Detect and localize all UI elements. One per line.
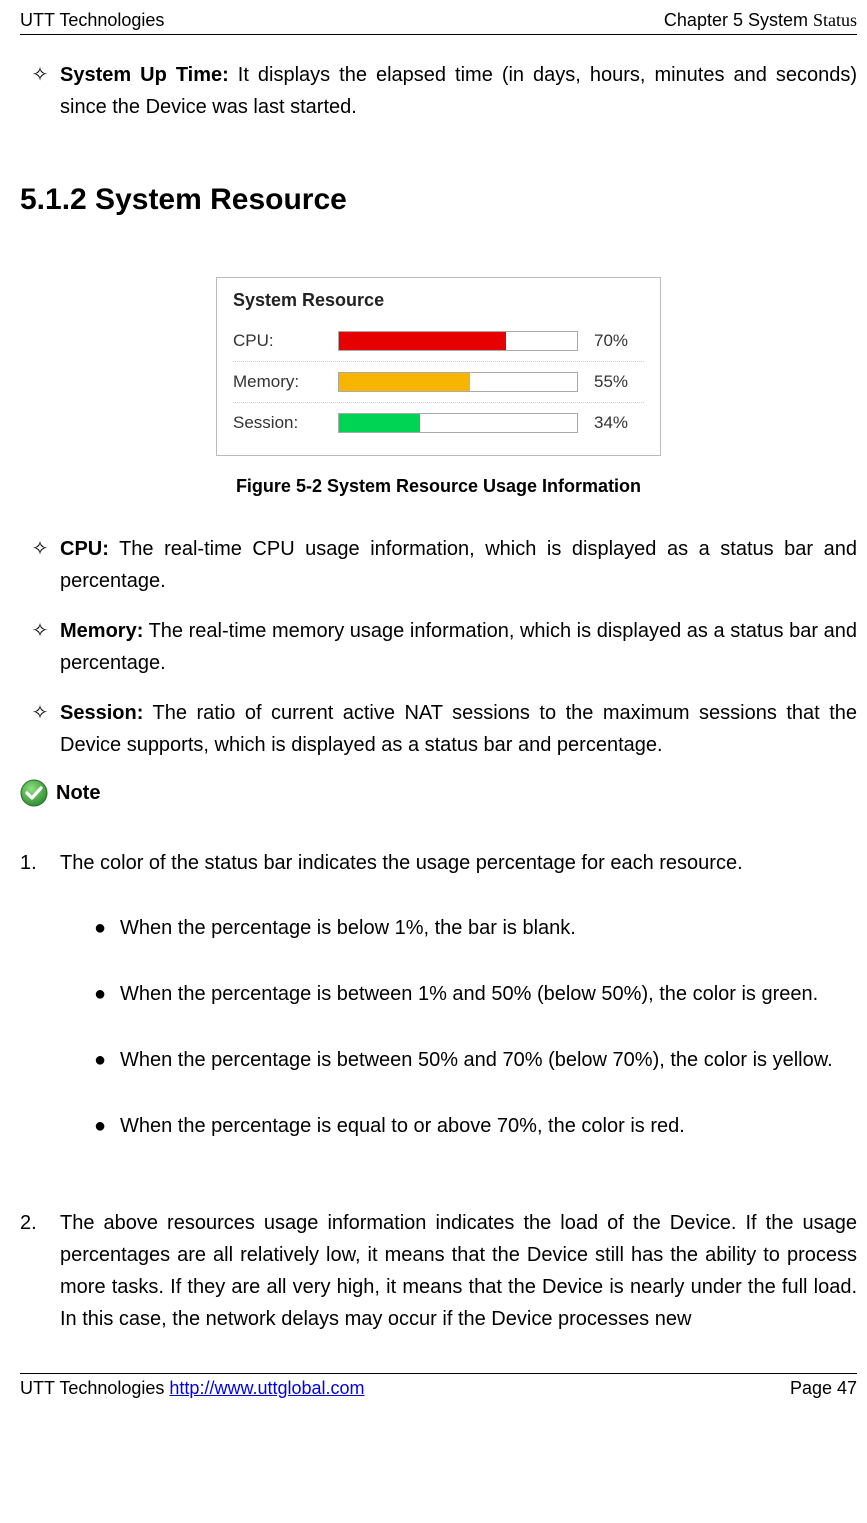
- status-bar-fill: [339, 414, 420, 432]
- resource-label: CPU:: [233, 331, 338, 351]
- def-text: Memory: The real-time memory usage infor…: [60, 615, 857, 679]
- note-list: 1. The color of the status bar indicates…: [20, 847, 857, 1335]
- header-left: UTT Technologies: [20, 10, 164, 31]
- page-footer: UTT Technologies http://www.uttglobal.co…: [20, 1373, 857, 1399]
- resource-percent: 34%: [594, 413, 644, 433]
- figure-caption: Figure 5-2 System Resource Usage Informa…: [20, 476, 857, 497]
- resource-panel: System Resource CPU: 70% Memory: 55% Ses…: [216, 277, 661, 456]
- list-item-text: When the percentage is between 50% and 7…: [120, 1045, 857, 1075]
- diamond-icon: ✧: [20, 59, 60, 123]
- note-heading: Note: [20, 779, 857, 807]
- def-cpu: ✧ CPU: The real-time CPU usage informati…: [20, 533, 857, 597]
- note-label: Note: [56, 782, 100, 805]
- bullet-icon: ●: [80, 913, 120, 943]
- def-memory: ✧ Memory: The real-time memory usage inf…: [20, 615, 857, 679]
- resource-row-session: Session: 34%: [233, 402, 644, 443]
- footer-left: UTT Technologies http://www.uttglobal.co…: [20, 1378, 365, 1399]
- section-heading: 5.1.2 System Resource: [20, 183, 857, 217]
- resource-percent: 70%: [594, 331, 644, 351]
- uptime-bullet: ✧ System Up Time: It displays the elapse…: [20, 59, 857, 123]
- resource-percent: 55%: [594, 372, 644, 392]
- resource-label: Session:: [233, 413, 338, 433]
- def-label: Memory:: [60, 620, 143, 642]
- def-label: Session:: [60, 702, 143, 724]
- list-marker: 2.: [20, 1207, 60, 1335]
- check-circle-icon: [20, 779, 48, 807]
- list-item-text: When the percentage is below 1%, the bar…: [120, 913, 857, 943]
- list-item-text: When the percentage is equal to or above…: [120, 1111, 857, 1141]
- status-bar: [338, 372, 578, 392]
- note-item-1: 1. The color of the status bar indicates…: [20, 847, 857, 1177]
- list-marker: 1.: [20, 847, 60, 1177]
- list-item: ● When the percentage is equal to or abo…: [60, 1111, 857, 1141]
- list-item-text: When the percentage is between 1% and 50…: [120, 979, 857, 1009]
- def-desc: The real-time CPU usage information, whi…: [60, 538, 857, 592]
- def-desc: The real-time memory usage information, …: [60, 620, 857, 674]
- resource-label: Memory:: [233, 372, 338, 392]
- diamond-icon: ✧: [20, 697, 60, 761]
- header-right-suffix: Status: [813, 10, 857, 30]
- list-item: ● When the percentage is between 1% and …: [60, 979, 857, 1009]
- def-desc: The ratio of current active NAT sessions…: [60, 702, 857, 756]
- footer-company: UTT Technologies: [20, 1378, 169, 1398]
- list-item: ● When the percentage is between 50% and…: [60, 1045, 857, 1075]
- bullet-icon: ●: [80, 979, 120, 1009]
- resource-figure: System Resource CPU: 70% Memory: 55% Ses…: [20, 277, 857, 456]
- status-bar-fill: [339, 332, 506, 350]
- note-item-2: 2. The above resources usage information…: [20, 1207, 857, 1335]
- header-right: Chapter 5 System Status: [664, 10, 857, 31]
- footer-link[interactable]: http://www.uttglobal.com: [169, 1378, 364, 1398]
- color-rules-list: ● When the percentage is below 1%, the b…: [60, 913, 857, 1141]
- bullet-icon: ●: [80, 1111, 120, 1141]
- bullet-icon: ●: [80, 1045, 120, 1075]
- uptime-label: System Up Time:: [60, 64, 229, 86]
- note-item-2-text: The above resources usage information in…: [60, 1207, 857, 1335]
- def-label: CPU:: [60, 538, 109, 560]
- resource-panel-title: System Resource: [233, 290, 644, 311]
- def-text: CPU: The real-time CPU usage information…: [60, 533, 857, 597]
- page-header: UTT Technologies Chapter 5 System Status: [20, 10, 857, 35]
- status-bar-fill: [339, 373, 470, 391]
- list-item: ● When the percentage is below 1%, the b…: [60, 913, 857, 943]
- resource-row-memory: Memory: 55%: [233, 361, 644, 402]
- note-item-1-lead: The color of the status bar indicates th…: [60, 852, 743, 874]
- header-right-prefix: Chapter 5 System: [664, 10, 813, 30]
- footer-page-number: Page 47: [790, 1378, 857, 1399]
- resource-row-cpu: CPU: 70%: [233, 321, 644, 361]
- status-bar: [338, 413, 578, 433]
- diamond-icon: ✧: [20, 533, 60, 597]
- status-bar: [338, 331, 578, 351]
- def-text: Session: The ratio of current active NAT…: [60, 697, 857, 761]
- diamond-icon: ✧: [20, 615, 60, 679]
- def-session: ✧ Session: The ratio of current active N…: [20, 697, 857, 761]
- uptime-text: System Up Time: It displays the elapsed …: [60, 59, 857, 123]
